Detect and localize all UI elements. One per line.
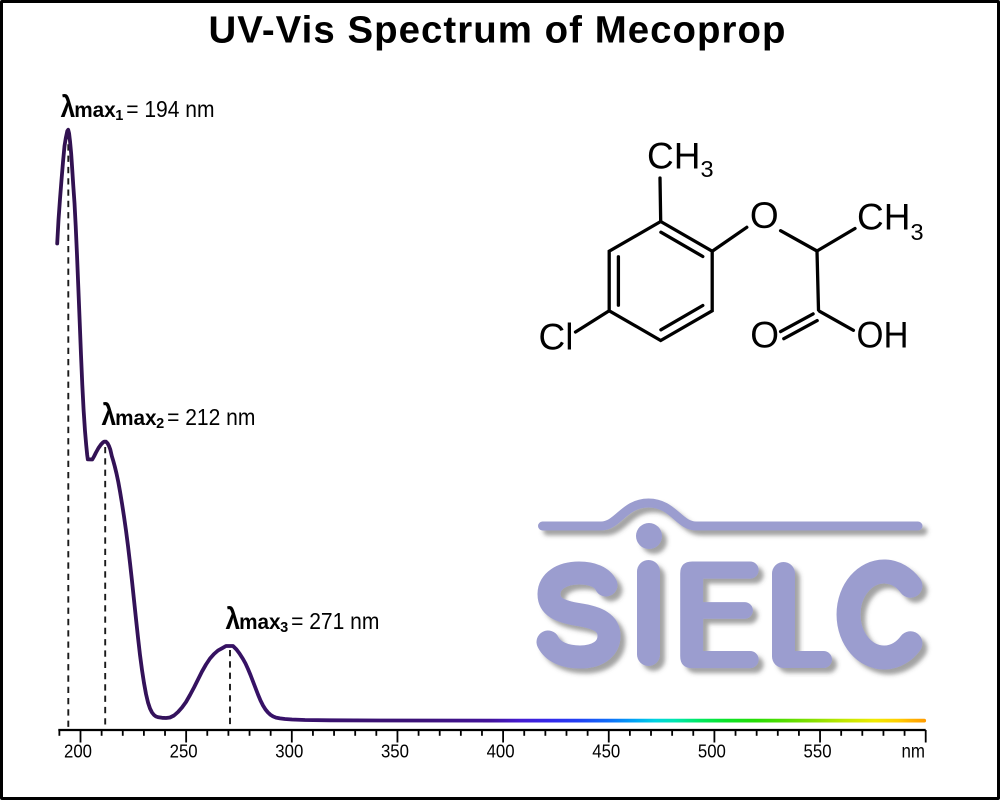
svg-text:nm: nm [902, 742, 926, 763]
svg-text:200: 200 [64, 742, 92, 762]
svg-text:250: 250 [170, 742, 198, 762]
svg-text:CH3: CH3 [857, 197, 924, 245]
svg-text:UV-Vis Spectrum of Mecoprop: UV-Vis Spectrum of Mecoprop [209, 9, 786, 52]
svg-text:3: 3 [280, 620, 288, 636]
svg-text:max: max [74, 98, 116, 122]
svg-text:λ: λ [226, 602, 241, 636]
svg-text:300: 300 [275, 742, 303, 762]
svg-text:λ: λ [102, 398, 117, 432]
svg-text:= 212 nm: = 212 nm [167, 404, 255, 430]
svg-text:450: 450 [592, 742, 620, 762]
svg-text:= 194 nm: = 194 nm [126, 96, 214, 122]
svg-text:max: max [239, 610, 281, 634]
svg-text:λ: λ [61, 90, 76, 124]
svg-text:400: 400 [487, 742, 515, 762]
svg-text:O: O [750, 315, 779, 356]
svg-text:1: 1 [115, 108, 123, 124]
svg-text:O: O [750, 195, 779, 236]
svg-text:Cl: Cl [539, 317, 574, 358]
svg-text:OH: OH [857, 315, 909, 356]
svg-text:500: 500 [698, 742, 726, 762]
svg-text:550: 550 [804, 742, 832, 762]
svg-text:max: max [115, 406, 157, 430]
svg-text:CH3: CH3 [647, 135, 714, 182]
svg-text:2: 2 [156, 416, 164, 432]
svg-text:= 271 nm: = 271 nm [291, 608, 379, 634]
svg-text:350: 350 [381, 742, 409, 762]
